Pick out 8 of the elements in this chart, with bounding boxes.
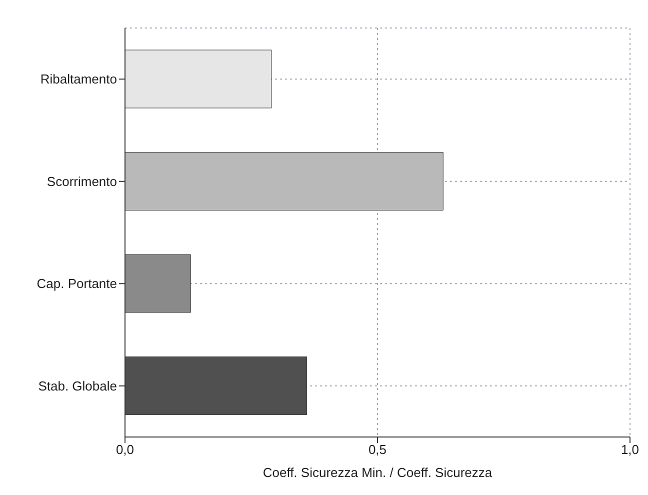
x-tick-label: 1,0 <box>620 442 640 458</box>
y-tick-label: Ribaltamento <box>40 72 117 87</box>
x-tick-label: 0,0 <box>116 442 134 458</box>
x-axis-title: Coeff. Sicurezza Min. / Coeff. Sicurezza <box>262 465 493 480</box>
y-tick-label: Scorrimento <box>46 174 117 189</box>
y-tick-label: Cap. Portante <box>36 276 117 292</box>
y-tick-label: Stab. Globale <box>38 378 117 394</box>
x-tick-label: 0,5 <box>368 442 387 458</box>
